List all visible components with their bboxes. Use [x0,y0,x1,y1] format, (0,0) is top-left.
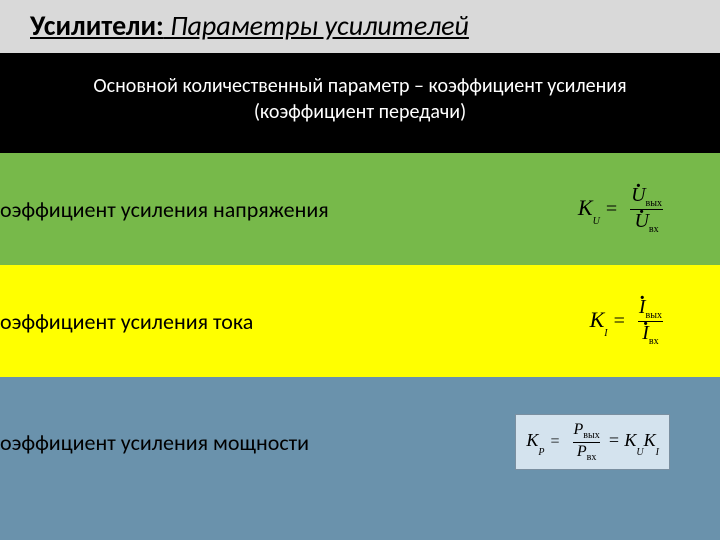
title-italic: Параметры усилителей [164,8,469,43]
num-var: P [574,421,584,438]
k-sub: I [604,328,607,339]
den-sub: вх [649,224,659,235]
equals: = [550,433,559,451]
den-var: U [634,210,648,233]
formula-current: KI = Iвых Iвх [590,296,700,347]
title-band: Усилители: Параметры усилителей [0,0,720,53]
den-sub: вх [587,452,597,463]
slide: Усилители: Параметры усилителей Основной… [0,0,720,540]
den-var: P [577,443,587,460]
fraction: Pвых Pвх [570,421,604,462]
k-var: K [526,430,538,450]
intro-line1: Основной количественный параметр – коэфф… [40,73,680,99]
tail: = K [608,430,637,450]
row-current: оэффициент усиления тока KI = Iвых Iвх [0,265,720,377]
intro-band: Основной количественный параметр – коэфф… [0,53,720,153]
formula-voltage: KU = Uвых Uвх [578,184,700,235]
equals: = [606,198,617,221]
k-sub: P [538,447,544,458]
equals: = [614,310,625,333]
k-sub: U [593,216,600,227]
label-current: оэффициент усиления тока [0,308,590,335]
fraction: Uвых Uвх [627,184,666,235]
label-power: оэффициент усиления мощности [0,429,515,456]
den-var: I [642,322,649,345]
row-voltage: оэффициент усиления напряжения KU = Uвых… [0,153,720,265]
tail2: K [644,430,656,450]
tail-sub2: I [656,447,659,458]
num-sub: вых [646,198,662,209]
num-sub: вых [583,431,599,442]
formula-power: KP = Pвых Pвх = KUKI [515,414,700,469]
intro-line2: (коэффициент передачи) [40,99,680,125]
k-var: K [578,195,593,220]
fraction: Iвых Iвх [635,296,666,347]
label-voltage: оэффициент усиления напряжения [0,196,578,223]
title-strong: Усилители: [30,8,164,43]
k-var: K [590,307,605,332]
row-power: оэффициент усиления мощности KP = Pвых P… [0,377,720,507]
den-sub: вх [649,336,659,347]
tail-sub1: U [636,447,643,458]
